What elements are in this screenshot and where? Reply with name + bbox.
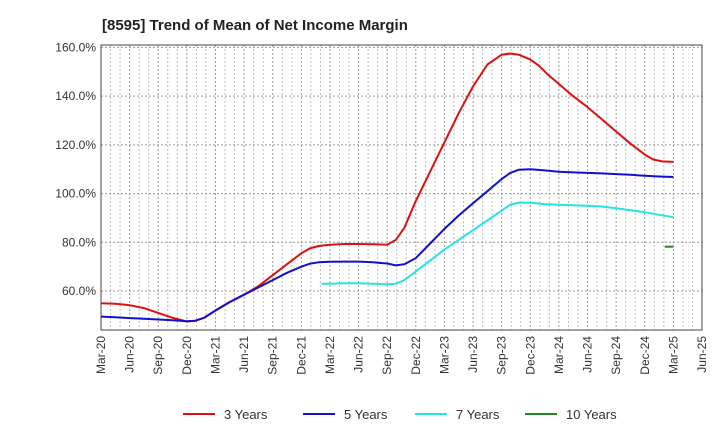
x-tick-label: Mar-21 (208, 336, 222, 374)
legend-item: 7 Years (415, 407, 500, 422)
y-tick-label: 60.0% (62, 284, 96, 298)
series-line (321, 201, 674, 286)
legend-item: 10 Years (525, 407, 617, 422)
legend: 3 Years 5 Years 7 Years 10 Years (183, 407, 617, 422)
legend-label: 7 Years (456, 407, 500, 422)
plot-frame (100, 44, 703, 331)
x-tick-label: Dec-21 (294, 336, 308, 375)
x-tick-label: Dec-23 (523, 336, 537, 375)
chart-title: [8595] Trend of Mean of Net Income Margi… (102, 17, 408, 34)
x-tick-label: Sep-20 (151, 336, 165, 375)
x-tick-label: Dec-20 (180, 336, 194, 375)
x-tick-label: Sep-22 (380, 336, 394, 375)
legend-item: 3 Years (183, 407, 268, 422)
x-tick-label: Mar-20 (94, 336, 108, 374)
x-tick-label: Mar-22 (323, 336, 337, 374)
x-tick-label: Sep-21 (266, 336, 280, 375)
y-tick-label: 160.0% (55, 40, 96, 54)
legend-label: 10 Years (566, 407, 617, 422)
y-tick-label: 140.0% (55, 89, 96, 103)
x-tick-label: Mar-24 (552, 336, 566, 374)
series-line (100, 168, 674, 323)
x-tick-label: Jun-24 (581, 336, 595, 373)
y-tick-label: 120.0% (55, 138, 96, 152)
x-tick-label: Dec-24 (638, 336, 652, 375)
series-layer (100, 52, 674, 323)
x-tick-label: Dec-22 (409, 336, 423, 375)
legend-item: 5 Years (303, 407, 388, 422)
legend-label: 3 Years (224, 407, 268, 422)
x-tick-label: Mar-25 (666, 336, 680, 374)
x-tick-label: Sep-24 (609, 336, 623, 375)
x-tick-label: Mar-23 (437, 336, 451, 374)
x-tick-label: Jun-20 (123, 336, 137, 373)
axes: 60.0% 80.0% 100.0% 120.0% 140.0% 160.0% Mar-20… (55, 40, 709, 374)
y-tick-label: 80.0% (62, 235, 96, 249)
grid (101, 45, 702, 330)
x-tick-label: Jun-21 (237, 336, 251, 373)
x-tick-label: Jun-22 (352, 336, 366, 373)
x-tick-label: Jun-25 (695, 336, 709, 373)
x-tick-label: Sep-23 (495, 336, 509, 375)
legend-label: 5 Years (344, 407, 388, 422)
y-tick-label: 100.0% (55, 187, 96, 201)
x-tick-label: Jun-23 (466, 336, 480, 373)
